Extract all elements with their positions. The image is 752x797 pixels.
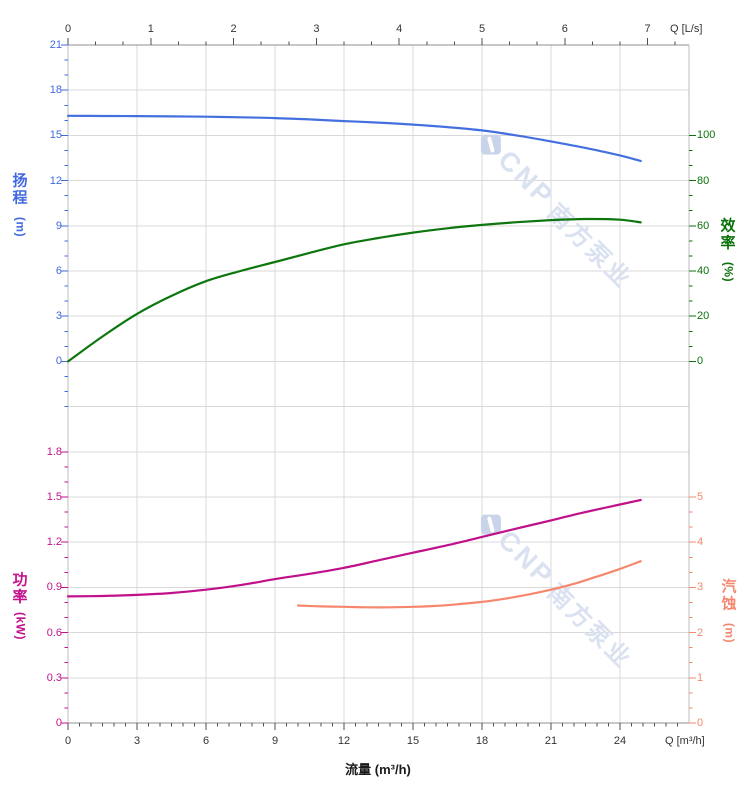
power-axis-tick-label: 0.3 bbox=[46, 671, 62, 684]
cnp-logo-icon bbox=[481, 514, 502, 535]
power-axis-tick-label: 1.2 bbox=[46, 536, 62, 549]
watermark-cjk-text: 南方泵业 bbox=[541, 199, 638, 295]
power-axis-title-char: 率 bbox=[12, 588, 28, 606]
head-axis-tick-label: 21 bbox=[49, 39, 62, 51]
npsh-axis-tick-label: 0 bbox=[697, 717, 704, 729]
top-axis-tick-label: 7 bbox=[644, 23, 651, 35]
power-axis-tick-label: 0 bbox=[55, 717, 62, 729]
bottom-axis-tick-label: 24 bbox=[613, 735, 627, 747]
npsh-curve bbox=[296, 560, 642, 609]
bottom-axis-tick-label: 15 bbox=[406, 735, 420, 747]
eff-curve bbox=[66, 217, 642, 363]
efficiency-axis-title-char: 率 bbox=[720, 234, 736, 252]
head-axis-title-char: 扬 bbox=[12, 172, 28, 190]
power-curve bbox=[66, 498, 642, 598]
npsh-axis-tick-label: 4 bbox=[697, 536, 704, 549]
power-axis-tick-label: 1.5 bbox=[46, 491, 62, 503]
efficiency-axis-title-char: 效 bbox=[720, 217, 736, 235]
head-axis-title-char: 程 bbox=[12, 189, 28, 207]
npsh-axis-tick-label: 1 bbox=[697, 671, 704, 684]
npsh-axis-title: 汽 蚀 (m) bbox=[719, 579, 739, 650]
npsh-axis-title-char: 汽 bbox=[721, 578, 737, 596]
watermark-latin-text: CNP bbox=[492, 144, 561, 213]
npsh-axis-tick-label: 2 bbox=[697, 626, 704, 639]
bottom-axis-tick-label: 18 bbox=[475, 735, 489, 747]
top-axis-tick-label: 3 bbox=[313, 23, 320, 35]
watermark-latin-text: CNP bbox=[492, 524, 561, 593]
efficiency-axis-tick-label: 20 bbox=[697, 310, 710, 323]
npsh-axis-tick-label: 5 bbox=[697, 491, 704, 503]
power-axis-tick-label: 0.9 bbox=[46, 581, 62, 594]
top-axis-tick-label: 2 bbox=[230, 23, 237, 35]
power-axis-title: 功 率 (kW) bbox=[6, 572, 34, 643]
power-axis-title-char: 功 bbox=[12, 571, 28, 589]
head-curve bbox=[66, 114, 642, 163]
top-axis-tick-label: 0 bbox=[64, 23, 72, 35]
efficiency-axis-tick-label: 0 bbox=[697, 355, 704, 368]
watermark-cnp-top: CNP 南方泵业 bbox=[472, 125, 642, 295]
head-axis-tick-label: 6 bbox=[55, 265, 62, 277]
power-axis-tick-label: 0.6 bbox=[46, 626, 62, 639]
efficiency-axis-tick-label: 80 bbox=[697, 174, 710, 187]
power-axis-tick-label: 1.8 bbox=[46, 445, 62, 458]
bottom-axis-tick-label: 12 bbox=[337, 735, 351, 747]
efficiency-axis-tick-label: 40 bbox=[697, 265, 710, 277]
bottom-axis-tick-label: 0 bbox=[64, 735, 72, 747]
efficiency-axis-tick-label: 100 bbox=[697, 129, 716, 142]
bottom-axis-tick-label: 3 bbox=[133, 735, 141, 747]
watermark-cnp-bottom: CNP 南方泵业 bbox=[472, 505, 642, 675]
top-axis-tick-label: 4 bbox=[396, 23, 403, 35]
bottom-axis-unit-label: Q [m³/h] bbox=[665, 735, 705, 747]
top-axis-tick-label: 6 bbox=[561, 23, 568, 35]
head-axis-tick-label: 15 bbox=[49, 129, 62, 142]
cnp-logo-icon bbox=[481, 134, 502, 155]
head-axis-tick-label: 0 bbox=[55, 355, 62, 368]
x-axis-title: 流量 (m³/h) bbox=[345, 762, 411, 777]
top-axis-tick-label: 1 bbox=[147, 23, 154, 35]
head-axis-tick-label: 18 bbox=[49, 84, 62, 97]
bottom-axis-tick-label: 9 bbox=[271, 735, 279, 747]
head-axis-tick-label: 12 bbox=[49, 174, 62, 187]
head-axis-tick-label: 9 bbox=[55, 219, 62, 232]
head-axis-tick-label: 3 bbox=[55, 310, 62, 323]
npsh-axis-title-char: 蚀 bbox=[721, 595, 737, 613]
head-axis-title: 扬 程 (m) bbox=[10, 173, 30, 244]
bottom-axis-tick-label: 21 bbox=[544, 735, 558, 747]
efficiency-axis-tick-label: 60 bbox=[697, 219, 710, 232]
efficiency-axis-title: 效 率 (%) bbox=[718, 218, 738, 289]
top-axis-tick-label: 5 bbox=[478, 23, 486, 35]
watermark-cjk-text: 南方泵业 bbox=[541, 579, 638, 675]
npsh-axis-tick-label: 3 bbox=[697, 581, 704, 594]
top-axis-unit-label: Q [L/s] bbox=[670, 23, 703, 35]
bottom-axis-tick-label: 6 bbox=[202, 735, 210, 747]
